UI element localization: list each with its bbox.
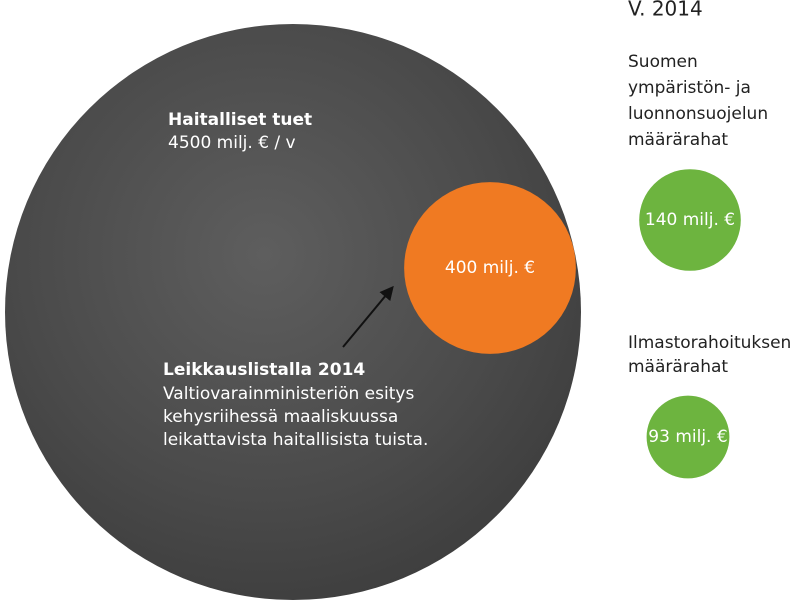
bubble-name: luonnonsuojelun [628,104,768,124]
chart-title: V. 2014 [628,0,703,21]
bubble [639,169,741,271]
bubble-name: määrärahat [628,357,728,377]
bubble-name: määrärahat [628,130,728,150]
bubble [5,24,581,600]
annotation: leikattavista haitallisista tuista. [163,430,428,450]
value-label: 400 milj. € [445,258,535,278]
value-label: 140 milj. € [645,210,735,230]
bubble-name: Ilmastorahoituksen [628,333,791,353]
bubble-name: Suomen [628,52,698,72]
value-label: 93 milj. € [648,427,727,447]
value-label: 4500 milj. € / v [168,133,296,153]
bubble-name: Haitalliset tuet [168,110,312,130]
arrow [342,285,394,348]
annotation: kehysriihessä maaliskuussa [163,407,398,427]
bubble-name: Leikkauslistalla 2014 [163,360,365,380]
bubble-name: ympäristön- ja [628,78,751,98]
bubble [646,395,730,479]
annotation: Valtiovarainministeriön esitys [163,384,414,404]
bubble [404,182,576,354]
